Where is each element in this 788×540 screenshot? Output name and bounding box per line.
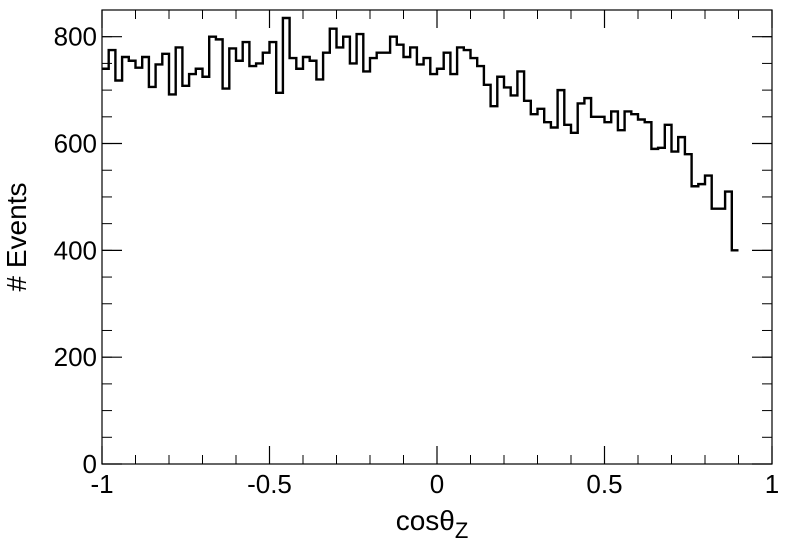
y-tick-labels: 0 200 400 600 800 [54,22,97,479]
minor-ticks [101,9,773,465]
y-tick-label-1: 200 [54,342,97,372]
x-tick-label-4: 1 [765,469,779,499]
x-tick-label-2: 0 [430,469,444,499]
x-tick-label-0: -1 [90,469,113,499]
y-tick-label-3: 600 [54,129,97,159]
x-axis-title: cosθZ [396,505,469,540]
y-axis-title: # Events [1,183,32,292]
y-tick-label-4: 800 [54,22,97,52]
x-tick-label-3: 0.5 [586,469,622,499]
x-axis-title-main: cosθ [396,505,455,536]
y-tick-label-2: 400 [54,235,97,265]
x-axis-title-subscript: Z [455,518,468,540]
x-tick-labels: -1 -0.5 0 0.5 1 [90,469,779,499]
y-tick-label-0: 0 [83,449,97,479]
major-ticks [101,10,773,465]
plot-frame [101,9,773,465]
histogram-outline [102,16,739,252]
x-tick-label-1: -0.5 [247,469,292,499]
